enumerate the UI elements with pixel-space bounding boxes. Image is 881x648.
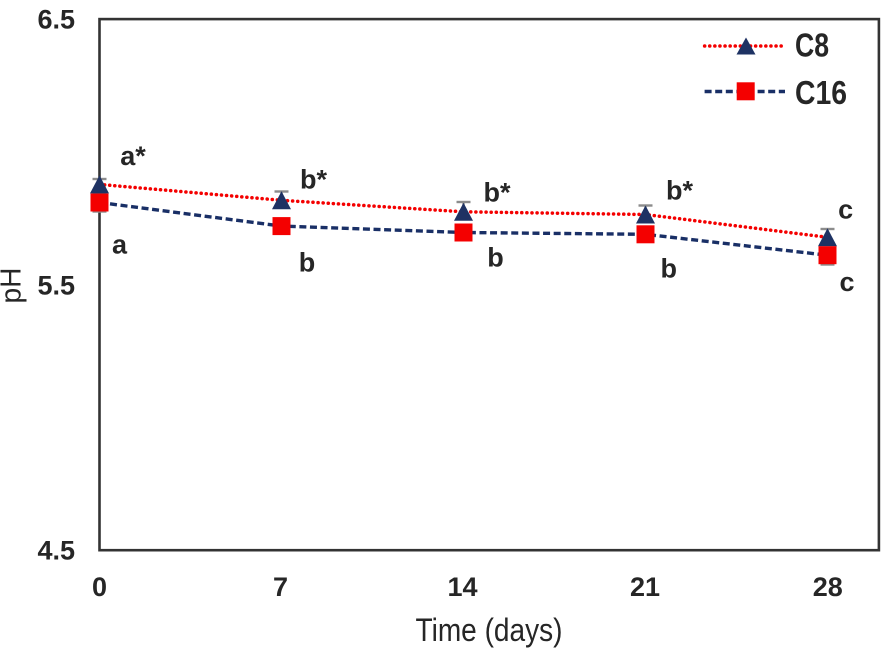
svg-text:b: b	[660, 254, 677, 284]
svg-text:Time (days): Time (days)	[416, 612, 563, 648]
svg-text:pH: pH	[0, 268, 28, 304]
svg-text:b*: b*	[666, 176, 693, 206]
svg-text:21: 21	[630, 572, 660, 602]
svg-text:b: b	[487, 243, 504, 273]
svg-text:6.5: 6.5	[37, 5, 75, 35]
svg-text:0: 0	[92, 572, 107, 602]
svg-text:b: b	[299, 247, 316, 277]
svg-text:c: c	[839, 267, 854, 297]
svg-text:C8: C8	[795, 27, 829, 64]
svg-text:a*: a*	[120, 141, 146, 171]
svg-text:7: 7	[273, 572, 288, 602]
svg-text:C16: C16	[795, 74, 847, 111]
svg-text:4.5: 4.5	[37, 536, 75, 566]
svg-text:b*: b*	[484, 177, 511, 207]
svg-text:28: 28	[813, 572, 843, 602]
svg-text:b*: b*	[300, 165, 327, 195]
svg-text:5.5: 5.5	[37, 271, 75, 301]
svg-text:a: a	[112, 230, 128, 260]
svg-text:c: c	[838, 195, 853, 225]
svg-text:14: 14	[447, 572, 477, 602]
